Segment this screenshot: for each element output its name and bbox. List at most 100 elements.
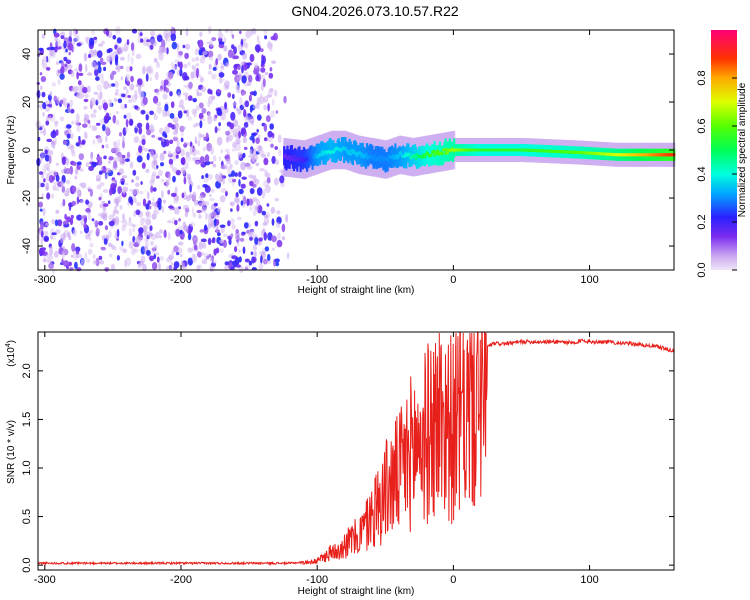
spectrogram-cell [78,63,83,72]
spectrogram-cell [192,98,197,103]
spectrogram-cell [212,163,217,168]
spectrogram-cell [108,242,112,248]
spectrogram-cell [45,182,49,191]
spectrogram-cell [193,199,200,206]
spectrogram-cell [45,120,50,126]
spectrogram-cell [261,59,264,66]
spectrogram-cell [215,225,219,233]
spectrogram-cell [95,76,100,81]
spectrogram-cell [40,125,45,128]
spectrogram-cell [50,130,57,139]
spectrogram-cell [153,253,157,260]
spectrogram-cell [62,232,66,241]
spectrogram-cell [198,241,203,250]
spectrogram-ridge-core [441,152,444,156]
spectrogram-cell [196,150,201,156]
spectrogram-cell [180,137,184,143]
spectrogram-cell [234,172,238,177]
spectrogram-cell [166,47,169,55]
spectrogram-cell [199,76,204,83]
spectrogram-cell [197,251,202,258]
spectrogram-cell [277,232,281,240]
spectrogram-cell [236,204,240,212]
spectrogram-y-label: Frequency (Hz) [6,116,17,185]
spectrogram-cell [265,115,271,123]
spectrogram-cell [72,229,77,237]
spectrogram-cell [70,108,75,114]
spectrogram-cell [184,52,190,60]
spectrogram-cell [195,157,200,160]
spectrogram-cell [129,119,133,126]
spectrogram-cell [229,29,233,36]
spectrogram-cell [71,120,74,125]
spectrogram-cell [219,248,224,254]
spectrogram-cell [121,240,124,247]
spectrogram-cell [90,113,97,118]
spectrogram-cell [154,244,158,250]
spectrogram-cell [177,91,181,98]
spectrogram-cell [224,261,229,266]
spectrogram-cell [50,234,53,240]
spectrogram-cell [108,156,114,161]
spectrogram-ridge-core [381,155,384,159]
spectrogram-ridge-core [629,153,632,157]
spectrogram-cell [74,261,78,269]
spectrogram-ridge-core [395,154,398,158]
spectrogram-cell [151,247,156,255]
spectrogram-cell [186,109,190,118]
spectrogram-cell [85,114,90,121]
spectrogram-cell [119,205,123,210]
spectrogram-cell [141,138,146,146]
spectrogram-cell [50,143,54,148]
spectrogram-cell [121,191,127,198]
spectrogram-cell [260,67,266,73]
spectrogram-cell [202,146,206,152]
spectrogram-cell [129,66,133,72]
spectrogram-cell [119,245,124,252]
spectrogram-cell [219,224,226,228]
spectrogram-cell [207,100,211,108]
spectrogram-cell [250,251,254,256]
spectrogram-cell [65,179,71,185]
spectrogram-cell [266,253,271,262]
spectrogram-cell [252,244,258,251]
spectrogram-cell [274,197,279,202]
spectrogram-cell [42,164,47,172]
spectrogram-cell [103,80,109,90]
spectrogram-cell [175,251,180,256]
spectrogram-cell [83,98,89,103]
spectrogram-cell [96,184,102,190]
spectrogram-ridge-core [653,153,656,157]
spectrogram-cell [210,161,214,165]
spectrogram-cell [132,196,136,201]
spectrogram-cell [100,61,107,65]
spectrogram-cell [229,122,235,130]
spectrogram-cell [146,249,151,256]
spectrogram-cell [98,105,102,111]
spectrogram-cell [86,258,91,263]
spectrogram-cell [173,261,180,269]
spectrogram-cell [197,39,204,49]
spectrogram-cell [249,180,254,187]
spectrogram-cell [145,114,149,121]
spectrogram-cell [251,153,257,162]
spectrogram-cell [213,116,217,122]
spectrogram-cell [249,53,255,63]
spectrogram-ridge-core [321,149,324,153]
spectrogram-cell [264,71,269,76]
spectrogram-cell [113,51,118,55]
spectrogram-cell [215,58,219,66]
snr-multiplier: (x104) [5,340,17,367]
spectrogram-ridge-core [666,153,669,157]
spectrogram-ridge-core [377,155,381,159]
spectrogram-cell [160,162,164,167]
spectrogram-cell [237,44,244,52]
spectrogram-ridge-core [372,158,375,161]
spectrogram-cell [199,229,205,233]
spectrogram-cell [214,126,218,134]
spectrogram-cell [219,195,226,203]
y-tick-label: -40 [21,238,33,254]
spectrogram-cell [142,96,148,106]
spectrogram-cell [271,60,277,64]
spectrogram-cell [124,158,130,163]
